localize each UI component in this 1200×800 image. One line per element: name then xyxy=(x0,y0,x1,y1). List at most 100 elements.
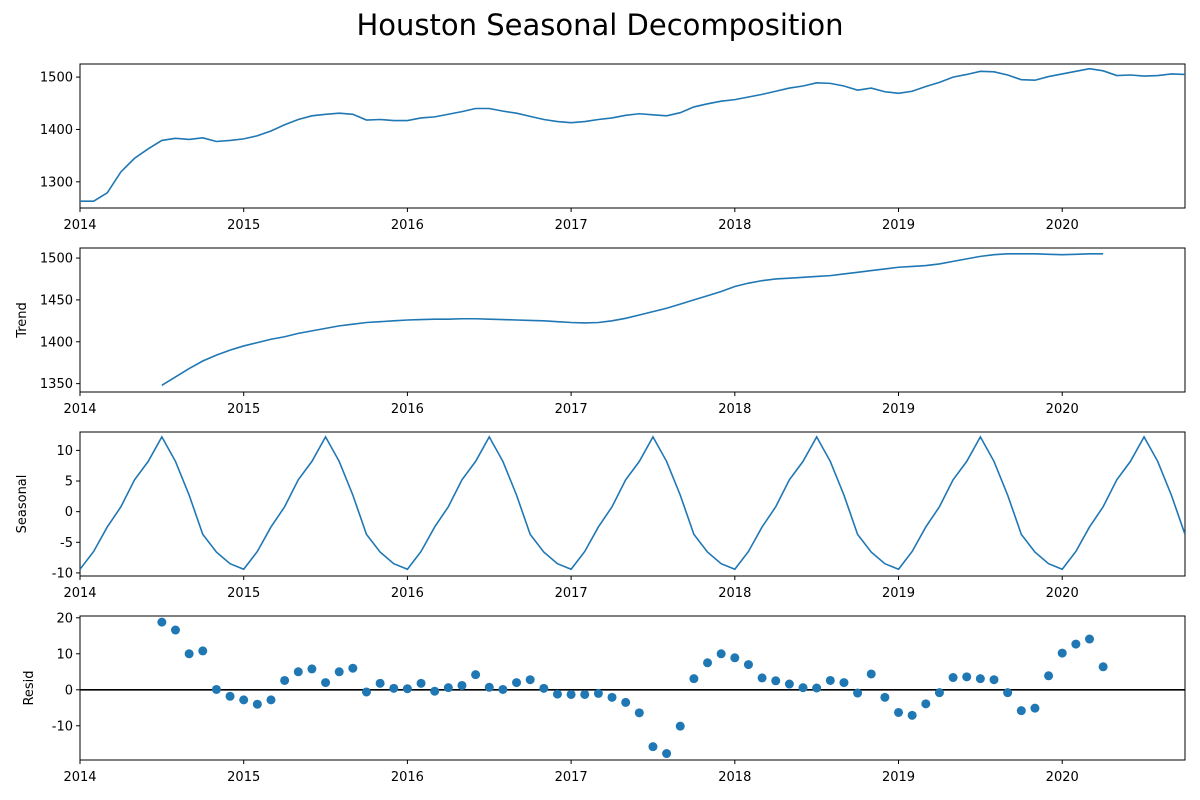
x-tick-label: 2017 xyxy=(555,402,588,417)
resid-point xyxy=(771,676,781,686)
x-tick-label: 2018 xyxy=(718,586,751,601)
y-tick-label: 1400 xyxy=(40,123,73,138)
resid-point xyxy=(607,692,617,702)
x-tick-label: 2014 xyxy=(63,586,96,601)
x-tick-label: 2019 xyxy=(882,586,915,601)
y-tick-label: 1300 xyxy=(40,175,73,190)
x-tick-label: 2016 xyxy=(391,402,424,417)
resid-point xyxy=(416,678,426,688)
x-tick-label: 2019 xyxy=(882,402,915,417)
resid-point xyxy=(948,673,958,683)
y-tick-label: 1500 xyxy=(40,252,73,267)
y-tick-label: 10 xyxy=(56,444,73,459)
resid-point xyxy=(443,683,453,693)
x-tick-label: 2019 xyxy=(882,218,915,233)
resid-point xyxy=(198,646,208,656)
x-tick-label: 2016 xyxy=(391,770,424,785)
y-axis-label: Trend xyxy=(15,302,30,339)
x-tick-label: 2018 xyxy=(718,218,751,233)
y-tick-label: 1500 xyxy=(40,71,73,86)
y-tick-label: -10 xyxy=(52,566,73,581)
resid-point xyxy=(1044,671,1054,681)
y-tick-label: 20 xyxy=(56,611,73,626)
y-tick-label: 5 xyxy=(65,475,73,490)
resid-point xyxy=(539,683,549,693)
y-tick-label: 1450 xyxy=(40,293,73,308)
resid-point xyxy=(934,688,944,698)
resid-point xyxy=(648,742,658,752)
resid-point xyxy=(1071,639,1081,649)
y-axis-label: Seasonal xyxy=(15,475,30,534)
resid-point xyxy=(321,678,331,688)
x-tick-label: 2020 xyxy=(1046,770,1079,785)
resid-point xyxy=(484,682,494,692)
resid-point xyxy=(989,675,999,685)
resid-point xyxy=(1030,703,1040,713)
resid-point xyxy=(457,680,467,690)
resid-point xyxy=(498,684,508,694)
panel-frame xyxy=(79,247,1186,393)
x-tick-label: 2018 xyxy=(718,770,751,785)
y-tick-label: 1400 xyxy=(40,335,73,350)
y-axis-label: Resid xyxy=(22,670,37,705)
resid-point xyxy=(1057,648,1067,658)
resid-point xyxy=(1016,706,1026,716)
resid-point xyxy=(184,649,194,659)
x-tick-label: 2020 xyxy=(1046,402,1079,417)
x-tick-label: 2020 xyxy=(1046,218,1079,233)
resid-point xyxy=(293,667,303,677)
series-line-seasonal xyxy=(80,435,1185,571)
resid-point xyxy=(784,679,794,689)
resid-point xyxy=(743,660,753,670)
x-tick-label: 2014 xyxy=(63,218,96,233)
resid-point xyxy=(348,663,358,673)
resid-point xyxy=(812,683,822,693)
y-tick-label: 0 xyxy=(65,683,73,698)
resid-point xyxy=(280,675,290,685)
resid-point xyxy=(839,678,849,688)
resid-point xyxy=(798,683,808,693)
panel-observed: 1300 1400 1500 2014 2015 2016 2017 2018 2019 2020 xyxy=(40,63,1186,233)
resid-point xyxy=(593,688,603,698)
y-tick-label: -5 xyxy=(60,536,73,551)
x-tick-label: 2015 xyxy=(227,770,260,785)
y-tick-label: 1350 xyxy=(40,377,73,392)
resid-point xyxy=(512,678,522,688)
resid-point xyxy=(975,674,985,684)
resid-point xyxy=(225,691,235,701)
resid-point xyxy=(580,689,590,699)
resid-point xyxy=(252,699,262,709)
panel-frame xyxy=(79,431,1186,577)
resid-point xyxy=(689,674,699,684)
resid-point xyxy=(334,667,344,677)
resid-point xyxy=(1098,662,1108,672)
resid-point xyxy=(566,689,576,699)
resid-point xyxy=(157,617,167,627)
x-tick-label: 2017 xyxy=(555,218,588,233)
resid-point xyxy=(375,678,385,688)
resid-point xyxy=(907,710,917,720)
resid-point xyxy=(471,670,481,680)
x-tick-label: 2014 xyxy=(63,770,96,785)
panel-frame xyxy=(79,63,1186,209)
resid-point xyxy=(825,675,835,685)
series-line-observed xyxy=(80,67,1185,202)
resid-point xyxy=(675,721,685,731)
chart-title: Houston Seasonal Decomposition xyxy=(356,8,844,42)
resid-point xyxy=(894,707,904,717)
x-tick-label: 2017 xyxy=(555,586,588,601)
resid-point xyxy=(634,708,644,718)
y-tick-label: 0 xyxy=(65,505,73,520)
panel-frame xyxy=(79,615,1186,761)
x-tick-label: 2015 xyxy=(227,218,260,233)
resid-point xyxy=(716,649,726,659)
resid-point xyxy=(757,673,767,683)
resid-point xyxy=(921,699,931,709)
x-tick-label: 2017 xyxy=(555,770,588,785)
panel-resid: -10 0 10 20 2014 2015 2016 2017 2018 2019 2020 Resi… xyxy=(22,611,1186,785)
resid-point xyxy=(239,695,249,705)
y-tick-label: -10 xyxy=(52,719,73,734)
resid-point xyxy=(880,692,890,702)
